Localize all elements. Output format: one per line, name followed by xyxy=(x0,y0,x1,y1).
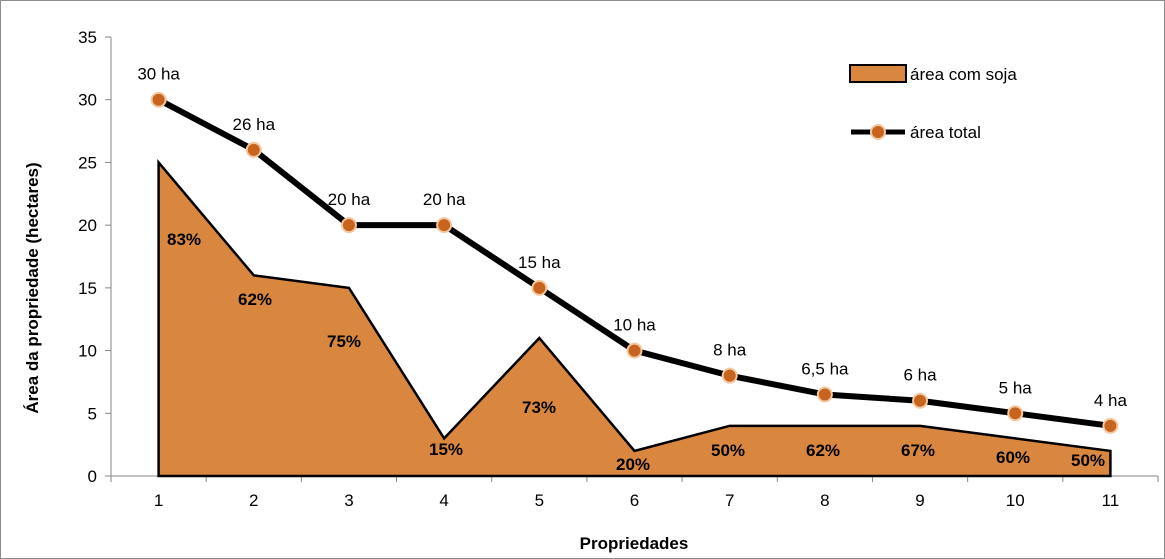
area-data-label: 75% xyxy=(327,332,361,351)
x-tick-label: 9 xyxy=(915,491,924,510)
legend-area-swatch xyxy=(849,64,907,83)
x-tick-label: 4 xyxy=(439,491,448,510)
area-data-label: 83% xyxy=(167,230,201,249)
total-point xyxy=(531,279,548,296)
y-tick-label: 5 xyxy=(88,404,97,423)
y-tick-label: 20 xyxy=(78,216,97,235)
y-tick-label: 35 xyxy=(78,28,97,47)
total-point xyxy=(1102,417,1119,434)
x-tick-label: 6 xyxy=(630,491,639,510)
x-tick-label: 1 xyxy=(154,491,163,510)
total-data-label: 10 ha xyxy=(613,316,656,335)
area-series xyxy=(157,159,1112,478)
area-data-label: 20% xyxy=(616,455,650,474)
x-tick-label: 2 xyxy=(249,491,258,510)
total-point xyxy=(436,217,453,234)
total-point xyxy=(912,392,929,409)
area-data-label: 50% xyxy=(711,441,745,460)
y-tick-label: 10 xyxy=(78,342,97,361)
x-tick-label: 5 xyxy=(535,491,544,510)
legend-line-label: área total xyxy=(910,123,981,142)
area-data-label: 67% xyxy=(901,441,935,460)
total-point xyxy=(626,342,643,359)
total-data-label: 30 ha xyxy=(137,65,180,84)
y-tick-label: 15 xyxy=(78,279,97,298)
y-tick-label: 30 xyxy=(78,91,97,110)
legend-line-marker xyxy=(870,124,886,140)
area-fill xyxy=(157,159,1112,478)
total-data-label: 20 ha xyxy=(423,190,466,209)
x-tick-label: 10 xyxy=(1006,491,1025,510)
area-data-label: 50% xyxy=(1071,451,1105,470)
x-tick-label: 8 xyxy=(820,491,829,510)
total-data-label: 5 ha xyxy=(999,378,1033,397)
y-tick-label: 0 xyxy=(88,467,97,486)
y-tick-label: 25 xyxy=(78,153,97,172)
x-axis-title: Propriedades xyxy=(580,534,689,553)
area-data-label: 73% xyxy=(522,398,556,417)
total-data-label: 6,5 ha xyxy=(801,359,849,378)
y-axis-title: Área da propriedade (hectares) xyxy=(23,162,42,413)
line-series xyxy=(150,91,1119,434)
area-data-label: 15% xyxy=(429,440,463,459)
x-tick-label: 3 xyxy=(344,491,353,510)
total-point xyxy=(1007,405,1024,422)
total-point xyxy=(340,217,357,234)
total-point xyxy=(245,141,262,158)
x-tick-label: 7 xyxy=(725,491,734,510)
x-tick-label: 11 xyxy=(1102,491,1120,510)
data-labels: 30 ha 26 ha 20 ha 20 ha 15 ha 10 ha 8 ha 6,5 ha… xyxy=(137,65,1127,474)
legend: área com soja área total xyxy=(849,64,1017,142)
total-point xyxy=(816,386,833,403)
area-data-label: 62% xyxy=(806,441,840,460)
total-data-label: 4 ha xyxy=(1094,391,1128,410)
area-data-label: 62% xyxy=(238,290,272,309)
total-data-label: 6 ha xyxy=(903,366,937,385)
legend-area-label: área com soja xyxy=(910,65,1017,84)
total-data-label: 8 ha xyxy=(713,341,747,360)
total-point xyxy=(721,367,738,384)
area-data-label: 60% xyxy=(996,448,1030,467)
total-data-label: 26 ha xyxy=(232,115,275,134)
total-point xyxy=(150,91,167,108)
total-data-label: 15 ha xyxy=(518,253,561,272)
total-data-label: 20 ha xyxy=(328,190,371,209)
